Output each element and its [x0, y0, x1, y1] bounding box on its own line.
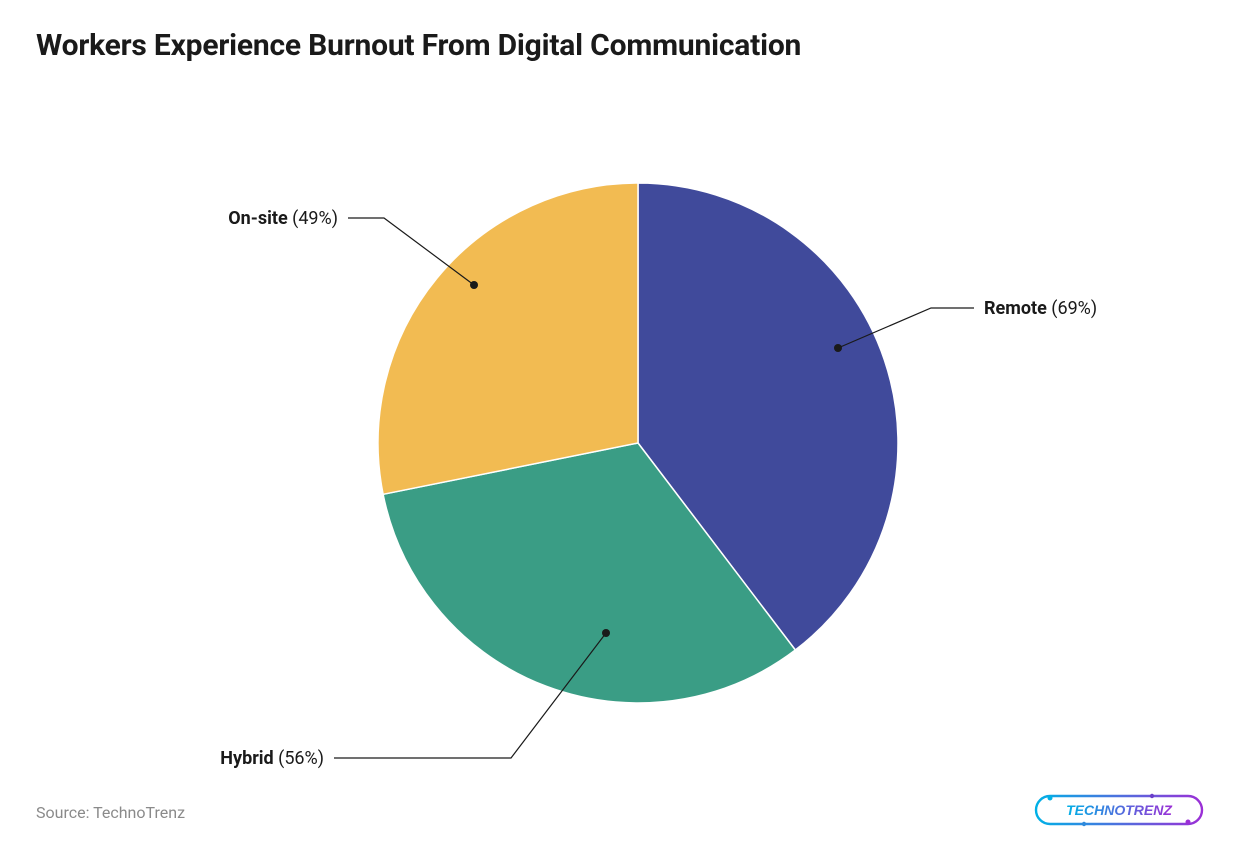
source-text: Source: TechnoTrenz [36, 803, 185, 822]
footer: Source: TechnoTrenz TECHNOTRENZ [36, 790, 1204, 834]
chart-container: Workers Experience Burnout From Digital … [0, 0, 1240, 856]
technotrenz-logo: TECHNOTRENZ [1034, 790, 1204, 834]
slice-label-on-site: On-site (49%) [228, 208, 338, 229]
pie-chart-area: Remote (69%) Hybrid (56%) On-site (49%) [36, 63, 1204, 783]
chart-title: Workers Experience Burnout From Digital … [36, 28, 1204, 63]
slice-label-hybrid: Hybrid (56%) [220, 748, 324, 769]
pie-slice-on-site [378, 183, 638, 494]
slice-label-remote: Remote (69%) [984, 298, 1097, 319]
logo-text: TECHNOTRENZ [1066, 802, 1172, 818]
pie-chart-svg: Remote (69%) Hybrid (56%) On-site (49%) [36, 63, 1204, 803]
